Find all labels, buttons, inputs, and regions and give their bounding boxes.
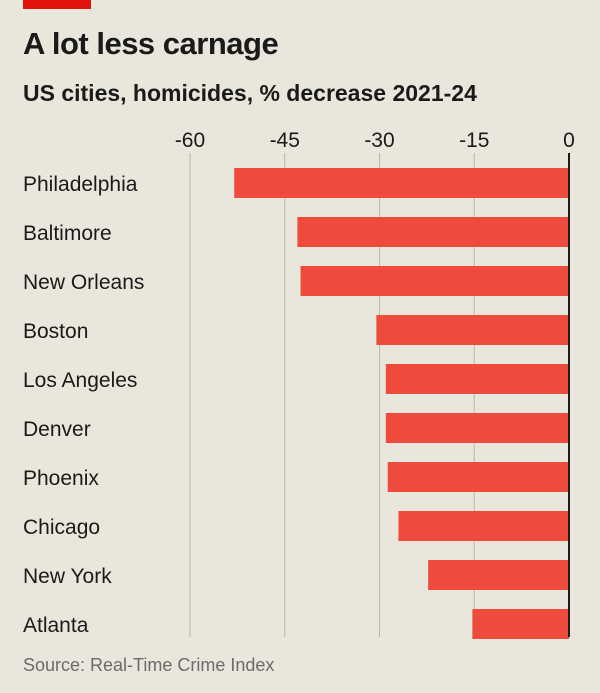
- x-tick-label: 0: [563, 129, 575, 152]
- bar: [297, 217, 569, 247]
- category-label: New Orleans: [23, 271, 144, 294]
- category-label: Atlanta: [23, 614, 89, 637]
- category-label: Los Angeles: [23, 369, 137, 392]
- category-labels: Philadelphia Baltimore New Orleans Boston Lo…: [23, 173, 144, 637]
- bar: [387, 462, 569, 492]
- bar: [472, 609, 569, 639]
- bar: [428, 560, 569, 590]
- x-tick-label: -15: [459, 129, 489, 152]
- bars: [234, 168, 569, 639]
- bar: [300, 266, 569, 296]
- bar: [376, 315, 569, 345]
- bar: [385, 364, 569, 394]
- chart-subtitle: US cities, homicides, % decrease 2021-24: [23, 80, 477, 106]
- category-label: Chicago: [23, 516, 100, 539]
- source-note: Source: Real-Time Crime Index: [23, 655, 275, 675]
- x-tick-label: -30: [364, 129, 394, 152]
- x-axis-ticks: -60 -45 -30 -15 0: [175, 129, 575, 152]
- category-label: Philadelphia: [23, 173, 138, 196]
- bar: [234, 168, 569, 198]
- category-label: Phoenix: [23, 467, 99, 490]
- category-label: Denver: [23, 418, 91, 441]
- x-tick-label: -60: [175, 129, 205, 152]
- category-label: New York: [23, 565, 112, 588]
- chart-title: A lot less carnage: [23, 26, 279, 61]
- category-label: Boston: [23, 320, 88, 343]
- category-label: Baltimore: [23, 222, 112, 245]
- bar: [385, 413, 569, 443]
- x-tick-label: -45: [270, 129, 300, 152]
- bar: [398, 511, 569, 541]
- brand-tag: [23, 0, 91, 9]
